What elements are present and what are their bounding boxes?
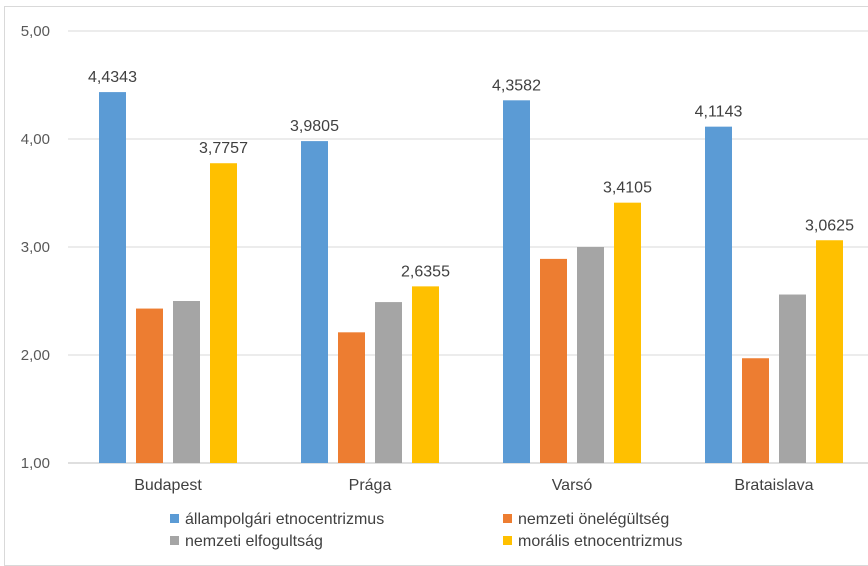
y-tick-label: 3,00 [21,239,50,256]
legend-swatch [503,536,512,546]
x-category-label: Budapest [134,477,202,494]
bar [540,258,567,463]
legend-label: nemzeti elfogultság [185,533,323,550]
legend-item-onelegultseg: nemzeti önelégültség [503,511,669,529]
bar [412,286,439,463]
data-label: 2,6355 [401,263,450,280]
bar [301,141,328,463]
bar [816,240,843,463]
x-axis-categories: Budapest Prága Varsó Brataislava [134,477,813,494]
data-label: 4,4343 [88,69,137,86]
bar [742,358,769,463]
data-label: 4,1143 [695,104,743,121]
bar [614,202,641,463]
y-tick-label: 1,00 [21,455,50,472]
data-label: 3,9805 [290,118,339,135]
legend-item-elfogultsag: nemzeti elfogultság [170,533,323,551]
bar [210,163,237,463]
bars [99,92,843,464]
data-label: 3,4105 [603,180,652,197]
gridlines [68,30,868,464]
legend-swatch [170,514,179,524]
legend-label: morális etnocentrizmus [518,533,683,550]
legend-swatch [503,514,512,524]
bar [99,92,126,464]
y-tick-label: 5,00 [21,23,50,40]
x-category-label: Prága [349,477,392,494]
bar [779,294,806,463]
legend-label: állampolgári etnocentrizmus [185,511,385,528]
legend-label: nemzeti önelégültség [518,511,670,528]
legend-swatch [170,536,179,546]
legend-item-allampolgari: állampolgári etnocentrizmus [170,511,384,529]
bar [173,301,200,463]
bar-chart: 1,00 2,00 3,00 4,00 5,00 4,4343 3,7757 3,9805 2… [21,23,868,494]
bar [503,100,530,464]
x-category-label: Varsó [552,477,593,494]
data-label: 4,3582 [492,77,541,94]
data-label: 3,7757 [199,140,248,157]
data-labels: 4,4343 3,7757 3,9805 2,6355 4,3582 3,4105 4,11… [88,69,854,280]
y-tick-label: 4,00 [21,131,50,148]
x-category-label: Brataislava [734,477,813,494]
bar [705,126,732,463]
legend-item-moralis: morális etnocentrizmus [503,533,683,551]
bar [375,302,402,463]
bar [338,332,365,463]
bar [577,247,604,463]
y-tick-label: 2,00 [21,347,50,364]
data-label: 3,0625 [805,217,854,234]
bar [136,308,163,463]
y-axis-ticks: 1,00 2,00 3,00 4,00 5,00 [21,23,50,472]
